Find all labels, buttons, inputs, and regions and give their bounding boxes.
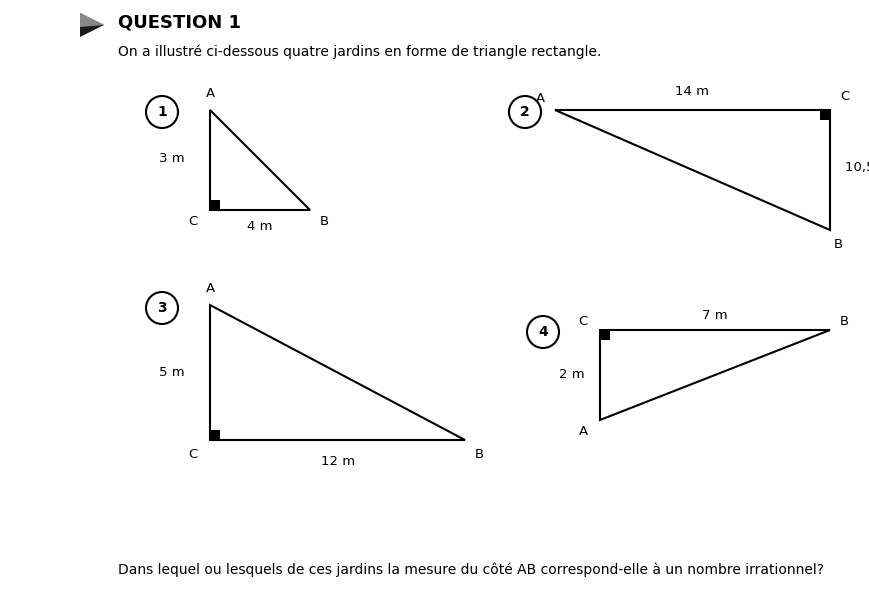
Text: 3: 3	[157, 301, 167, 315]
Text: A: A	[535, 92, 544, 105]
Text: B: B	[833, 238, 841, 251]
Text: 10,5 m: 10,5 m	[844, 162, 869, 174]
Text: QUESTION 1: QUESTION 1	[118, 13, 241, 31]
Text: 5 m: 5 m	[159, 365, 185, 379]
Text: On a illustré ci-dessous quatre jardins en forme de triangle rectangle.: On a illustré ci-dessous quatre jardins …	[118, 45, 600, 59]
Text: 3 m: 3 m	[159, 151, 185, 165]
Text: A: A	[205, 87, 215, 100]
Text: 4 m: 4 m	[247, 220, 273, 233]
Text: 12 m: 12 m	[321, 455, 355, 468]
Text: C: C	[839, 90, 848, 103]
Text: 7 m: 7 m	[701, 309, 727, 322]
Text: Dans lequel ou lesquels de ces jardins la mesure du côté AB correspond-elle à un: Dans lequel ou lesquels de ces jardins l…	[118, 563, 823, 577]
Text: 4: 4	[538, 325, 547, 339]
Text: C: C	[189, 215, 198, 228]
Text: A: A	[205, 282, 215, 295]
Polygon shape	[80, 13, 104, 27]
Polygon shape	[209, 200, 220, 210]
Polygon shape	[209, 430, 220, 440]
Text: A: A	[578, 425, 587, 438]
Text: 2: 2	[520, 105, 529, 119]
Polygon shape	[80, 13, 104, 37]
Text: 2 m: 2 m	[559, 368, 584, 381]
Polygon shape	[600, 330, 609, 340]
Text: B: B	[839, 315, 848, 328]
Text: C: C	[578, 315, 587, 328]
Text: B: B	[320, 215, 328, 228]
Text: C: C	[189, 448, 198, 461]
Polygon shape	[819, 110, 829, 120]
Text: 14 m: 14 m	[674, 85, 708, 98]
Text: B: B	[474, 448, 483, 461]
Text: 1: 1	[157, 105, 167, 119]
